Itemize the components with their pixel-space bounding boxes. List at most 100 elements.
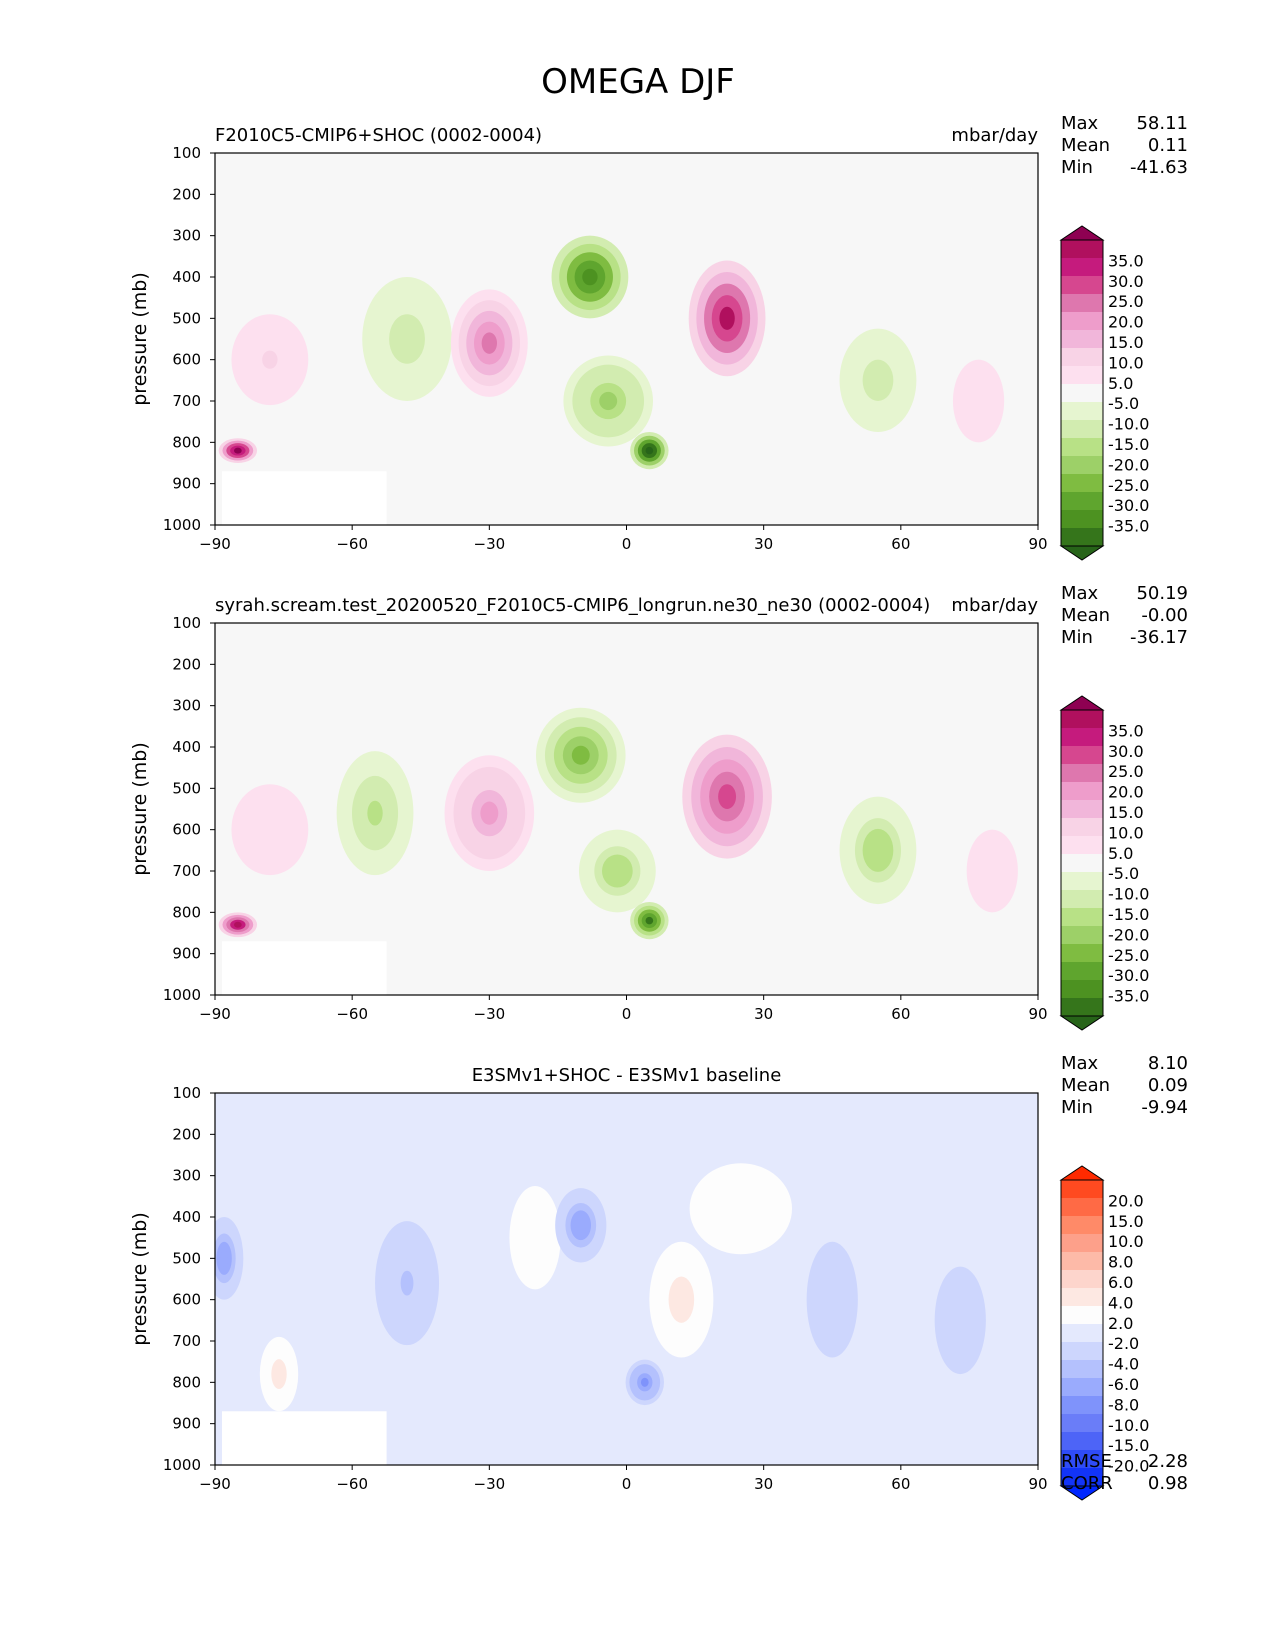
y-tick-label: 300: [172, 1167, 201, 1185]
stat-value: -41.63: [1130, 157, 1188, 178]
colorbar-segment: [1061, 1198, 1103, 1216]
x-tick-label: 0: [622, 535, 632, 553]
colorbar-label: -10.0: [1108, 1416, 1149, 1435]
x-tick-label: 0: [622, 1475, 632, 1493]
colorbar-segment: [1061, 348, 1103, 366]
colorbar: 35.0 30.025.0 20.015.010.0 5.0-5.0 -10.0-15.…: [1059, 225, 1149, 561]
x-tick-label: −30: [474, 535, 506, 553]
y-tick-label: 1000: [163, 1456, 201, 1474]
colorbar-segment: [1061, 998, 1103, 1016]
y-tick-label: 1000: [163, 986, 201, 1004]
field-layer: [218, 707, 1018, 995]
colorbar-label: -5.0: [1108, 864, 1139, 883]
stat-value: -0.00: [1141, 605, 1188, 626]
colorbar-label: -35.0: [1108, 987, 1149, 1006]
colorbar-label: -5.0: [1108, 394, 1139, 413]
colorbar-label: 10.0: [1108, 1232, 1144, 1251]
colorbar-segment: [1061, 854, 1103, 872]
topography-mask: [222, 1411, 387, 1465]
y-tick-label: 100: [172, 614, 201, 632]
y-tick-label: 1000: [163, 516, 201, 534]
y-tick-label: 600: [172, 821, 201, 839]
x-tick-label: 60: [891, 535, 910, 553]
colorbar-label: -10.0: [1108, 885, 1149, 904]
panel-left-title: F2010C5-CMIP6+SHOC (0002-0004): [215, 125, 542, 146]
colorbar-frame: [1060, 239, 1104, 547]
colorbar-segment: [1061, 1432, 1103, 1450]
field-layer: [215, 1163, 986, 1465]
colorbar-segment: [1061, 1414, 1103, 1432]
topography-mask: [222, 941, 387, 995]
colorbar-label: -30.0: [1108, 966, 1149, 985]
x-tick-label: 30: [754, 1475, 773, 1493]
colorbar-label: 4.0: [1108, 1293, 1133, 1312]
rmse-label: RMSE: [1061, 1451, 1112, 1472]
colorbar: 35.0 30.025.0 20.015.010.0 5.0-5.0 -10.0-15.…: [1059, 695, 1149, 1031]
x-tick-label: −90: [199, 535, 231, 553]
colorbar-segment: [1061, 276, 1103, 294]
colorbar-extend-top: [1059, 695, 1105, 711]
y-tick-label: 700: [172, 1332, 201, 1350]
colorbar-label: -20.0: [1108, 1457, 1149, 1476]
colorbar-segment: [1061, 1324, 1103, 1342]
colorbar-segment: [1061, 1342, 1103, 1360]
colorbar-label: 15.0: [1108, 1212, 1144, 1231]
x-tick-label: 90: [1028, 1005, 1047, 1023]
stat-value: 50.19: [1136, 583, 1188, 604]
x-tick-label: −60: [336, 1005, 368, 1023]
contour-feature-10: [973, 392, 984, 410]
colorbar-label: 15.0: [1108, 803, 1144, 822]
colorbar-segment: [1061, 710, 1103, 728]
stat-value: 0.11: [1148, 135, 1188, 156]
y-tick-label: 400: [172, 268, 201, 286]
colorbar-segment: [1061, 1288, 1103, 1306]
colorbar-label: -30.0: [1108, 496, 1149, 515]
contour-feature-8: [719, 306, 735, 330]
contour-feature-7: [645, 446, 654, 455]
contour-feature-5: [575, 1217, 586, 1233]
contour-feature-3: [400, 1270, 414, 1296]
y-axis-label: pressure (mb): [129, 272, 151, 406]
stat-label: Min: [1061, 157, 1093, 178]
colorbar-segment: [1061, 240, 1103, 258]
colorbar-segment: [1061, 258, 1103, 276]
colorbar-segment: [1061, 1216, 1103, 1234]
colorbar-label: 20.0: [1108, 313, 1144, 332]
colorbar-segment: [1061, 1360, 1103, 1378]
colorbar-segment: [1061, 510, 1103, 528]
x-tick-label: −90: [199, 1005, 231, 1023]
colorbar-extend-top: [1059, 225, 1105, 241]
colorbar-extend-bottom: [1059, 545, 1105, 561]
colorbar-segment: [1061, 528, 1103, 546]
colorbar-segment: [1061, 330, 1103, 348]
colorbar-label: -15.0: [1108, 435, 1149, 454]
colorbar-label: 30.0: [1108, 742, 1144, 761]
contour-feature-4: [481, 332, 498, 354]
colorbar-label: 20.0: [1108, 783, 1144, 802]
colorbar-label: 10.0: [1108, 353, 1144, 372]
colorbar-extend-top: [1059, 1165, 1105, 1181]
colorbar-segment: [1061, 782, 1103, 800]
y-tick-label: 800: [172, 433, 201, 451]
y-tick-label: 900: [172, 945, 201, 963]
contour-feature-1: [220, 1250, 228, 1267]
colorbar-label: 5.0: [1108, 374, 1133, 393]
x-tick-label: −90: [199, 1475, 231, 1493]
colorbar-label: 10.0: [1108, 823, 1144, 842]
contour-feature-3: [367, 800, 383, 826]
y-tick-label: 700: [172, 392, 201, 410]
stat-label: Min: [1061, 1097, 1093, 1118]
contour-feature-9: [870, 839, 886, 862]
colorbar-segment: [1061, 1306, 1103, 1324]
panel-center-title: E3SMv1+SHOC - E3SMv1 baseline: [472, 1065, 782, 1086]
x-tick-label: 90: [1028, 535, 1047, 553]
colorbar-segment: [1061, 764, 1103, 782]
rmse-value: 2.28: [1148, 1451, 1188, 1472]
y-tick-label: 700: [172, 862, 201, 880]
contour-feature-9: [827, 1288, 838, 1312]
colorbar-segment: [1061, 962, 1103, 980]
y-tick-label: 600: [172, 1291, 201, 1309]
colorbar-segment: [1061, 746, 1103, 764]
x-tick-label: 30: [754, 535, 773, 553]
